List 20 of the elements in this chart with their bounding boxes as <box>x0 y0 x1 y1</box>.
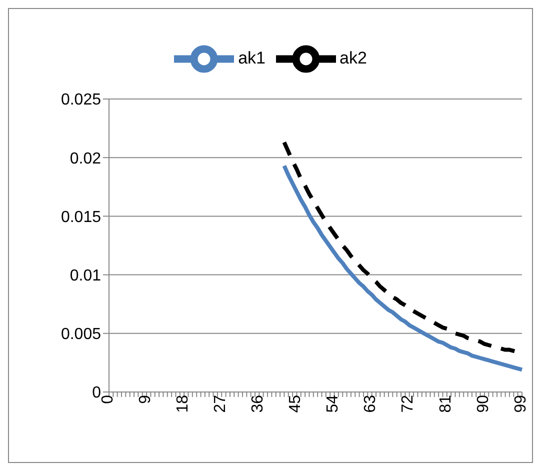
x-tick-label: 45 <box>287 394 304 413</box>
x-tick-label: 36 <box>250 394 267 413</box>
x-tick-label: 54 <box>324 394 342 413</box>
y-tick-label: 0.01 <box>70 267 102 284</box>
y-tick-label: 0.025 <box>60 92 102 109</box>
y-tick-label: 0.005 <box>60 326 102 344</box>
x-tick-label: 27 <box>212 394 229 413</box>
legend-label: ak2 <box>340 48 367 68</box>
x-tick-label: 90 <box>474 394 492 413</box>
legend-label: ak1 <box>238 48 266 68</box>
x-tick-label: 99 <box>512 394 530 413</box>
x-tick-label: 81 <box>437 394 454 413</box>
x-tick-label: 9 <box>136 394 154 404</box>
line-series <box>282 164 524 372</box>
y-tick-label: 0.02 <box>70 150 102 168</box>
x-tick-label: 63 <box>362 394 380 413</box>
x-tick-label: 18 <box>174 394 192 413</box>
x-tick-label: 72 <box>400 394 417 413</box>
y-tick-label: 0.015 <box>60 208 102 226</box>
x-tick-label: 0 <box>99 394 116 404</box>
